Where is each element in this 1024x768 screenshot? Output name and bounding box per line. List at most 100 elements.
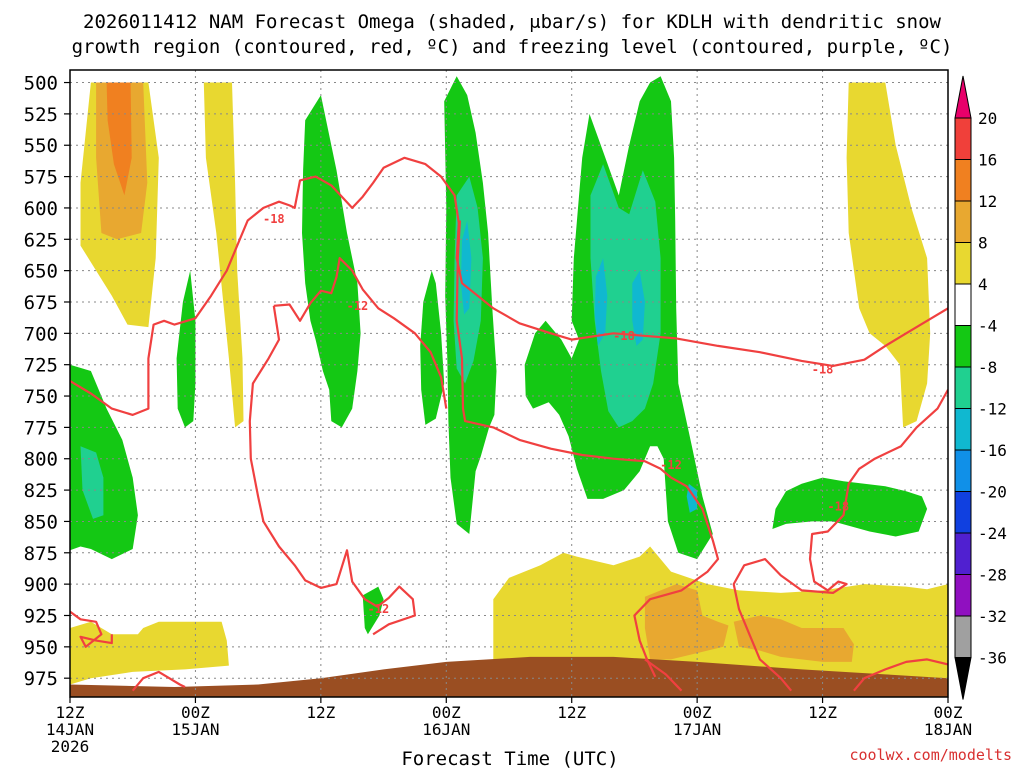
y-tick-label: 825	[24, 480, 58, 502]
omega-region-neg-c	[176, 270, 196, 428]
colorbar-swatch	[954, 615, 972, 658]
omega-region-pos-c	[106, 82, 132, 196]
red-contour-c18-left	[70, 156, 948, 416]
omega-region-pos-f	[70, 621, 229, 685]
y-tick-label: 950	[24, 637, 58, 659]
colorbar-label: 20	[978, 109, 997, 128]
terrain	[70, 656, 948, 697]
omega-region-neg-b	[80, 446, 104, 519]
omega-region-neg-a	[70, 364, 138, 560]
colorbar-swatch	[954, 449, 972, 492]
colorbar-swatch	[954, 242, 972, 285]
colorbar-label: -16	[978, 441, 1007, 460]
y-tick-label: 975	[24, 668, 58, 690]
y-axis: 500 525 550 575 600 625 650 675 700 725 750 775 800 8…	[24, 73, 70, 690]
x-tick-label: 15JAN	[171, 720, 219, 739]
red-contour-c-br	[853, 658, 948, 692]
colorbar-label: 8	[978, 234, 988, 253]
y-tick-label: 600	[24, 198, 58, 220]
colorbar-label: 16	[978, 151, 997, 170]
contour-label: -18	[263, 212, 285, 226]
colorbar-label: -36	[978, 649, 1007, 668]
x-tick-label: 17JAN	[673, 720, 721, 739]
x-tick-label: 00Z	[432, 703, 461, 722]
x-tick-label: 18JAN	[924, 720, 972, 739]
x-tick-label: 12Z	[808, 703, 837, 722]
y-tick-label: 925	[24, 605, 58, 627]
x-tick-label: 16JAN	[422, 720, 470, 739]
watermark: coolwx.com/modelts	[849, 746, 1012, 764]
y-tick-label: 850	[24, 511, 58, 533]
omega-region-neg-i	[460, 220, 472, 315]
colorbar-label: 12	[978, 192, 997, 211]
x-tick-label: 14JAN	[46, 720, 94, 739]
colorbar-swatch	[954, 159, 972, 202]
x-tick-label: 00Z	[934, 703, 963, 722]
y-tick-label: 875	[24, 543, 58, 565]
y-tick-label: 550	[24, 135, 58, 157]
omega-region-neg-e	[362, 586, 384, 635]
contour-label: -18	[812, 363, 834, 377]
colorbar-label: -4	[978, 317, 997, 336]
terrain-ground	[70, 656, 948, 697]
colorbar-swatch	[954, 325, 972, 368]
y-tick-label: 750	[24, 386, 58, 408]
x-tick-label: 12Z	[557, 703, 586, 722]
y-tick-label: 575	[24, 167, 58, 189]
contour-labels: -18 -12 -18 -18 -12 -18 -12	[263, 212, 849, 616]
colorbar-label: -24	[978, 524, 1007, 543]
red-contour-c12-mid	[273, 257, 448, 409]
colorbar-label: -32	[978, 607, 1007, 626]
red-contour-c12-left	[248, 305, 416, 636]
plot-area: -18 -12 -18 -18 -12 -18 -12	[69, 69, 949, 698]
y-tick-label: 725	[24, 355, 58, 377]
colorbar-swatch	[954, 283, 972, 326]
omega-region-pos-h	[644, 584, 729, 660]
red-contour-c12-main	[455, 220, 720, 678]
y-tick-label: 625	[24, 229, 58, 251]
red-contour-c18-bl2	[131, 670, 186, 692]
colorbar: 20 16 12 8 4 -4 -8 -12 -16 -20 -24 -28 -32 -36	[954, 75, 1007, 700]
y-tick-label: 675	[24, 292, 58, 314]
colorbar-label: 4	[978, 275, 988, 294]
y-tick-label: 525	[24, 104, 58, 126]
contour-label: -12	[660, 458, 682, 472]
x-tick-label: 2026	[51, 737, 90, 756]
plot-frame	[69, 69, 949, 698]
colorbar-bottom-arrow	[954, 657, 972, 700]
red-contour-c18-right	[732, 389, 948, 692]
contour-label: -12	[347, 299, 369, 313]
x-tick-label: 12Z	[56, 703, 85, 722]
red-contour-c-bot-right	[644, 658, 683, 692]
y-tick-label: 800	[24, 449, 58, 471]
omega-region-neg-o	[772, 477, 928, 537]
chart-title-line2: growth region (contoured, red, ºC) and f…	[72, 36, 953, 58]
omega-region-neg-k	[590, 164, 661, 428]
y-tick-label: 900	[24, 574, 58, 596]
colorbar-swatch	[954, 574, 972, 617]
y-tick-label: 700	[24, 323, 58, 345]
chart-title-line1: 2026011412 NAM Forecast Omega (shaded, μ…	[83, 11, 941, 33]
contour-label: -12	[368, 602, 390, 616]
colorbar-swatch	[954, 117, 972, 160]
colorbar-swatch	[954, 532, 972, 575]
colorbar-swatch	[954, 408, 972, 451]
omega-region-neg-m	[632, 270, 645, 346]
y-tick-label: 500	[24, 73, 58, 95]
colorbar-swatch	[954, 491, 972, 534]
red-contour-c18-bl	[70, 610, 113, 648]
y-tick-label: 775	[24, 417, 58, 439]
omega-region-pos-e	[846, 82, 931, 428]
x-tick-label: 00Z	[683, 703, 712, 722]
omega-region-neg-f	[420, 270, 445, 425]
colorbar-label: -12	[978, 400, 1007, 419]
contour-label: -18	[613, 329, 635, 343]
omega-shading	[70, 76, 948, 685]
x-tick-label: 00Z	[181, 703, 210, 722]
colorbar-label: -8	[978, 358, 997, 377]
colorbar-swatch	[954, 366, 972, 409]
omega-region-pos-i	[733, 615, 854, 662]
x-tick-label: 12Z	[306, 703, 335, 722]
